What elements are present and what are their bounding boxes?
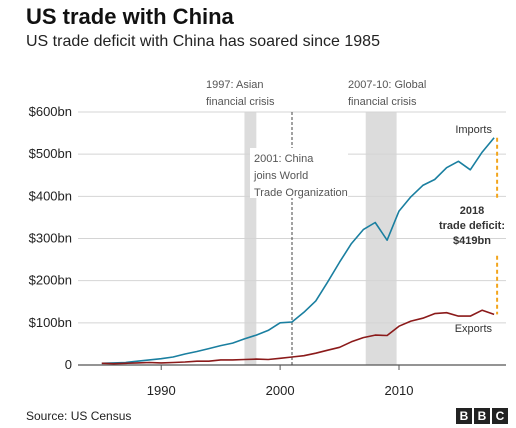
- y-tick-label-400: $400bn: [29, 188, 72, 203]
- logo-letter-c: C: [492, 408, 508, 424]
- chart-subtitle: US trade deficit with China has soared s…: [26, 33, 380, 50]
- exports-label: Exports: [455, 323, 493, 335]
- y-tick-label-500: $500bn: [29, 146, 72, 161]
- imports-label: Imports: [455, 124, 492, 136]
- x-tick-label-2000: 2000: [266, 383, 295, 398]
- event-label-1-line-1: 2001: China: [254, 153, 314, 165]
- y-tick-label-600: $600bn: [29, 104, 72, 119]
- crisis-label-2-line-2: financial crisis: [348, 96, 417, 108]
- crisis-label-2-line-1: 2007-10: Global: [348, 79, 426, 91]
- y-tick-label-0: 0: [65, 357, 72, 372]
- crisis-label-1-line-1: 1997: Asian: [206, 79, 264, 91]
- x-tick-label-1990: 1990: [147, 383, 176, 398]
- y-tick-label-300: $300bn: [29, 231, 72, 246]
- x-tick-label-2010: 2010: [385, 383, 414, 398]
- deficit-label-line-3: $419bn: [453, 235, 491, 247]
- chart-title: US trade with China: [26, 4, 234, 29]
- exports-line: [101, 309, 495, 365]
- source-note: Source: US Census: [26, 409, 132, 423]
- logo-letter-b1: B: [456, 408, 472, 424]
- y-tick-label-200: $200bn: [29, 273, 72, 288]
- deficit-label-line-2: trade deficit:: [439, 220, 505, 232]
- crisis-label-1-line-2: financial crisis: [206, 96, 275, 108]
- imports-line: [101, 137, 495, 365]
- y-tick-label-100: $100bn: [29, 315, 72, 330]
- logo-letter-b2: B: [474, 408, 490, 424]
- event-label-1-line-3: Trade Organization: [254, 187, 348, 199]
- event-label-1-line-2: joins World: [253, 170, 308, 182]
- event-label-bg-1: [250, 148, 348, 198]
- deficit-label-line-1: 2018: [460, 205, 484, 217]
- bbc-logo: B B C: [456, 408, 508, 424]
